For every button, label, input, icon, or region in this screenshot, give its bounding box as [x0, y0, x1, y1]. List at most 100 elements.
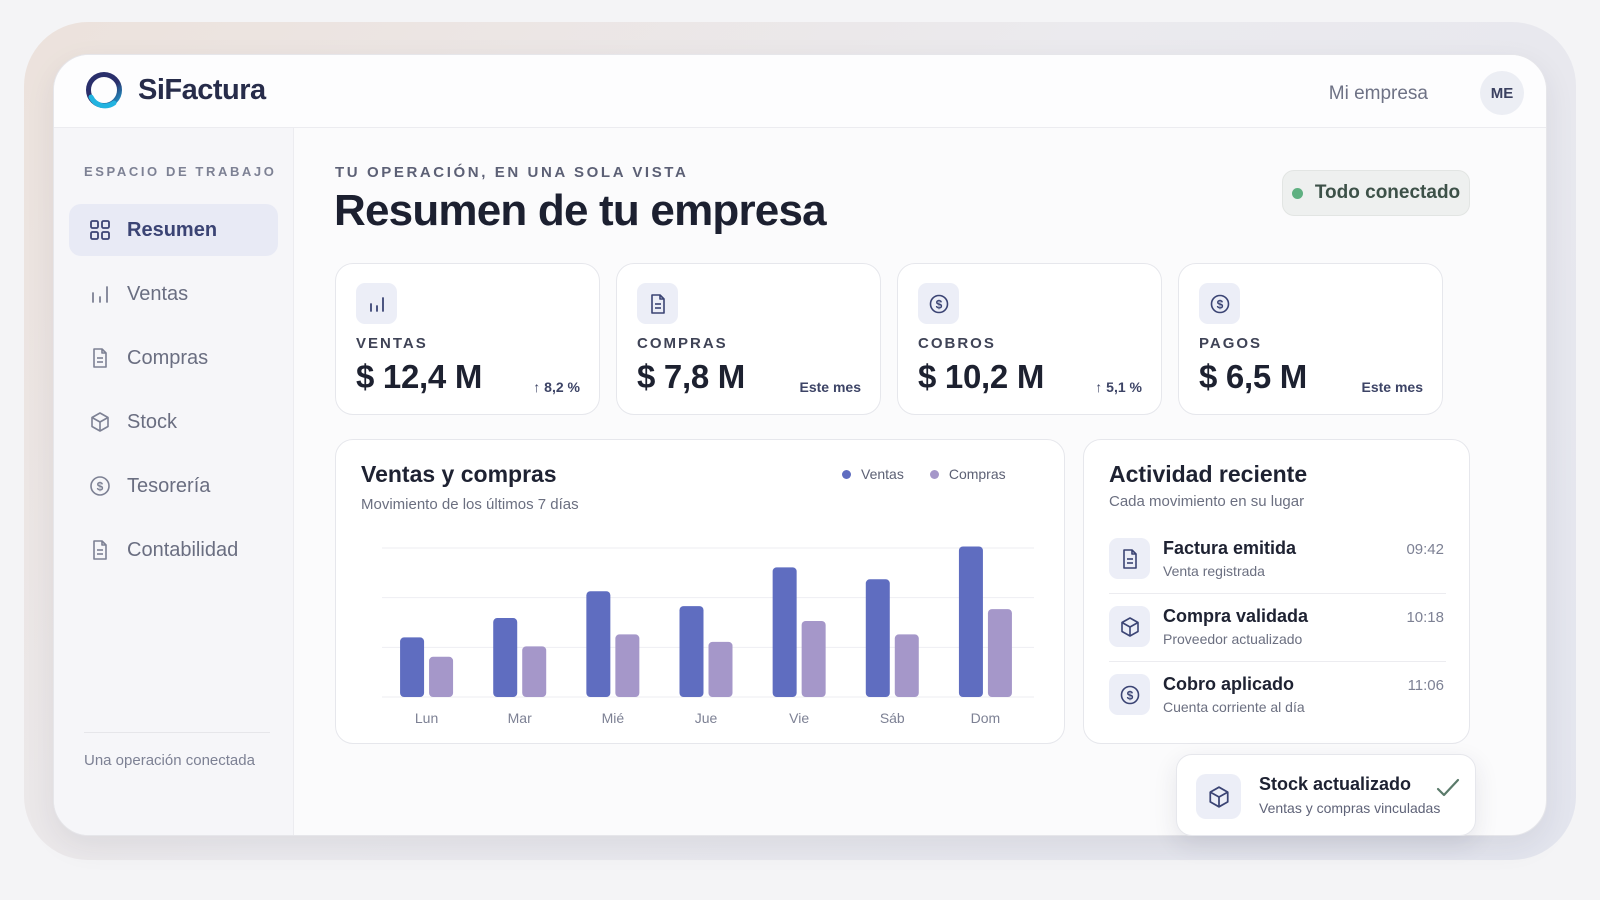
sidebar-item-ventas[interactable]: Ventas: [69, 268, 278, 320]
activity-item-subtitle: Proveedor actualizado: [1163, 631, 1303, 647]
sidebar-heading: ESPACIO DE TRABAJO: [84, 164, 277, 179]
bar-ventas-Lun[interactable]: [400, 637, 425, 697]
kpi-icon-box: [637, 283, 678, 324]
activity-icon-box: [1109, 606, 1150, 647]
box-icon: [1208, 785, 1229, 808]
kpi-value: $ 6,5 M: [1199, 358, 1307, 395]
document-icon: [650, 293, 665, 314]
svg-text:$: $: [1216, 297, 1223, 311]
x-tick-label: Dom: [971, 710, 1001, 726]
sidebar-item-compras[interactable]: Compras: [69, 332, 278, 384]
activity-item-time: 10:18: [1406, 609, 1444, 626]
sidebar-item-stock[interactable]: Stock: [69, 396, 278, 448]
chart-legend: Ventas Compras: [842, 466, 1006, 482]
bar-ventas-Mar[interactable]: [493, 618, 518, 697]
bar-compras-Mié[interactable]: [615, 634, 640, 697]
x-tick-label: Mar: [508, 710, 532, 726]
sidebar-item-label: Contabilidad: [127, 538, 239, 561]
kpi-icon-box: [356, 283, 397, 324]
kpi-card-pagos[interactable]: $ PAGOS $ 6,5 M Este mes: [1178, 263, 1443, 415]
page-title: Resumen de tu empresa: [334, 186, 827, 235]
kpi-card-cobros[interactable]: $ COBROS $ 10,2 M ↑ 5,1 %: [897, 263, 1162, 415]
chart-subtitle: Movimiento de los últimos 7 días: [361, 496, 579, 513]
svg-text:$: $: [1126, 688, 1133, 702]
bar-ventas-Dom[interactable]: [958, 546, 983, 697]
x-tick-label: Mié: [602, 710, 625, 726]
bar-chart: Lun Mar Mié Jue Vie Sáb Dom: [382, 546, 1034, 726]
activity-item-subtitle: Cuenta corriente al día: [1163, 699, 1305, 715]
box-icon: [91, 412, 109, 432]
kpi-period: Este mes: [1361, 379, 1423, 395]
document-icon: [93, 540, 107, 560]
list-item[interactable]: Factura emitida Venta registrada 09:42: [1109, 526, 1446, 594]
bar-ventas-Sáb[interactable]: [865, 579, 890, 697]
svg-text:$: $: [97, 480, 104, 494]
bar-compras-Vie[interactable]: [801, 621, 826, 697]
bar-compras-Dom[interactable]: [987, 609, 1012, 697]
logo[interactable]: SiFactura: [84, 70, 266, 110]
dollar-icon: $: [1210, 294, 1229, 313]
list-item[interactable]: Compra validada Proveedor actualizado 10…: [1109, 594, 1446, 662]
sidebar-divider: [84, 732, 270, 733]
document-icon: [1122, 548, 1137, 569]
app-name: SiFactura: [138, 73, 266, 106]
activity-item-title: Compra validada: [1163, 606, 1309, 626]
activity-icon-box: $: [1109, 674, 1150, 715]
bar-ventas-Vie[interactable]: [772, 567, 797, 697]
kpi-value: $ 10,2 M: [918, 358, 1045, 395]
x-tick-label: Vie: [789, 710, 809, 726]
svg-text:$: $: [935, 297, 942, 311]
sidebar-item-label: Ventas: [127, 282, 189, 305]
kpi-card-ventas[interactable]: VENTAS $ 12,4 M ↑ 8,2 %: [335, 263, 600, 415]
top-bar: SiFactura Mi empresa ME: [54, 55, 1546, 128]
bar-compras-Lun[interactable]: [429, 656, 454, 697]
list-item[interactable]: $ Cobro aplicado Cuenta corriente al día…: [1109, 662, 1446, 730]
activity-subtitle: Cada movimiento en su lugar: [1109, 493, 1305, 510]
bar-chart-icon: [369, 296, 384, 312]
sidebar-footer: Una operación conectada: [84, 752, 255, 769]
sidebar: ESPACIO DE TRABAJO Resumen Ventas Comp: [54, 128, 294, 835]
activity-list: Factura emitida Venta registrada 09:42 C…: [1109, 526, 1446, 730]
sidebar-item-tesoreria[interactable]: $ Tesorería: [69, 460, 278, 512]
legend-dot-ventas: [842, 469, 851, 479]
bar-compras-Jue[interactable]: [708, 641, 733, 697]
bar-compras-Mar[interactable]: [522, 646, 547, 697]
check-icon: [1436, 778, 1460, 797]
kpi-card-compras[interactable]: COMPRAS $ 7,8 M Este mes: [616, 263, 881, 415]
activity-item-title: Cobro aplicado: [1163, 674, 1295, 694]
logo-ring-icon: [86, 72, 122, 109]
document-icon: [93, 348, 107, 368]
bar-ventas-Jue[interactable]: [679, 606, 704, 697]
kpi-label: VENTAS: [356, 335, 428, 352]
sidebar-item-label: Compras: [127, 346, 209, 369]
toast-title: Stock actualizado: [1259, 774, 1412, 794]
grid-icon: [90, 220, 110, 240]
kpi-trend: ↑ 5,1 %: [1095, 379, 1142, 395]
x-tick-label: Jue: [695, 710, 718, 726]
activity-item-title: Factura emitida: [1163, 538, 1297, 558]
sidebar-item-label: Resumen: [127, 218, 218, 241]
sidebar-nav: Resumen Ventas Compras Stock: [69, 204, 278, 588]
legend-item-ventas[interactable]: Ventas: [842, 466, 904, 482]
sidebar-item-label: Tesorería: [127, 474, 211, 497]
company-switcher[interactable]: Mi empresa: [1328, 83, 1428, 104]
dollar-icon: $: [90, 476, 110, 496]
toast-notification[interactable]: Stock actualizado Ventas y compras vincu…: [1176, 754, 1476, 836]
page-eyebrow: TU OPERACIÓN, EN UNA SOLA VISTA: [335, 164, 689, 181]
sidebar-item-contabilidad[interactable]: Contabilidad: [69, 524, 278, 576]
bar-compras-Sáb[interactable]: [894, 634, 919, 697]
kpi-value: $ 7,8 M: [637, 358, 745, 395]
kpi-value: $ 12,4 M: [356, 358, 483, 395]
avatar[interactable]: ME: [1480, 71, 1524, 115]
kpi-icon-box: $: [1199, 283, 1240, 324]
legend-dot-compras: [929, 469, 939, 479]
app-window: SiFactura Mi empresa ME ESPACIO DE TRABA…: [53, 54, 1547, 836]
activity-icon-box: [1109, 538, 1150, 579]
toast-icon-box: [1196, 774, 1241, 819]
sidebar-item-resumen[interactable]: Resumen: [69, 204, 278, 256]
legend-item-compras[interactable]: Compras: [929, 466, 1006, 482]
status-badge[interactable]: Todo conectado: [1282, 170, 1470, 216]
kpi-label: COMPRAS: [637, 335, 728, 352]
bar-ventas-Mié[interactable]: [586, 591, 611, 697]
legend-label: Compras: [948, 466, 1006, 482]
